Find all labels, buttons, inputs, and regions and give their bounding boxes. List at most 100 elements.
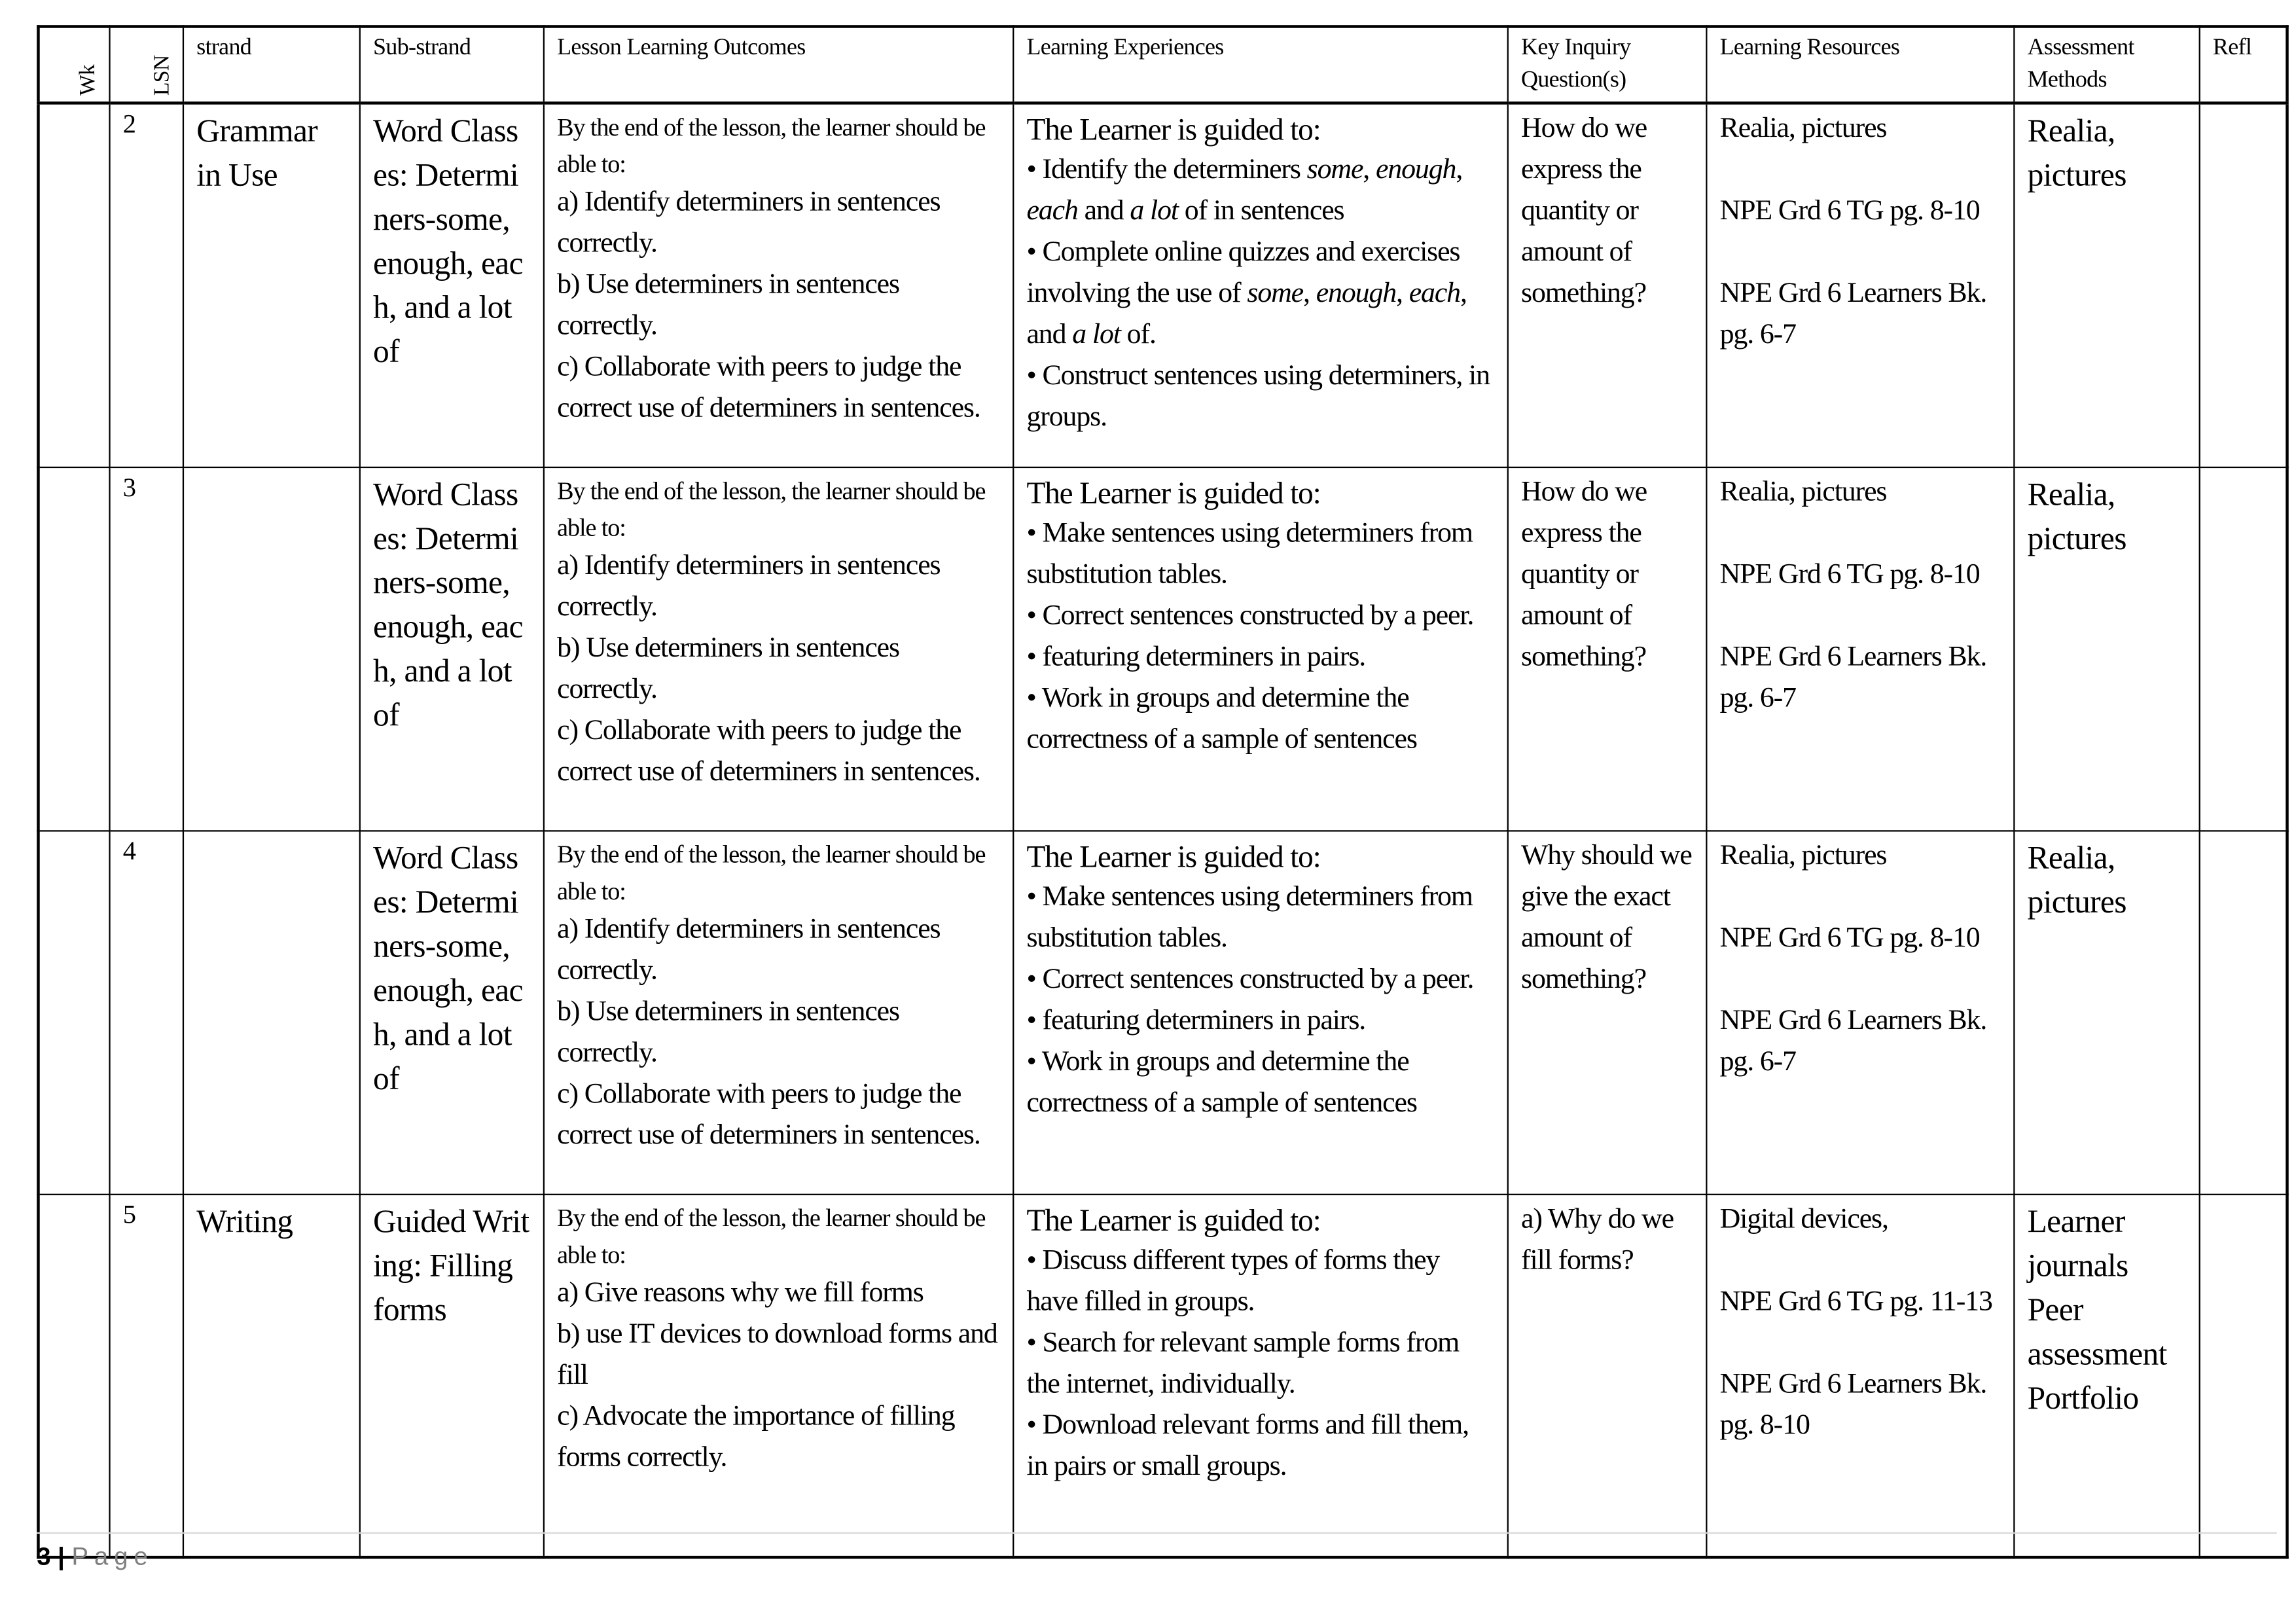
outcome-item: a) Identify determiners in sentences cor… xyxy=(557,549,941,623)
table-row: 5 Writing Guided Writing: Filling forms By … xyxy=(37,1193,2288,1559)
outcome-item: c) Advocate the importance of filling fo… xyxy=(557,1400,956,1473)
table-row: 3 Word Classes: Determiners-some, enough,… xyxy=(37,465,2288,831)
scheme-of-work-table: Wk LSN strand Sub-strand Lesson Learning… xyxy=(37,25,2289,1559)
experience-item: • Work in groups and determine the corre… xyxy=(1026,682,1417,755)
inquiry-cell: a) Why do we fill forms? xyxy=(1506,1193,1707,1559)
footer-separator: | xyxy=(58,1542,65,1571)
resources-cell: Digital devices, NPE Grd 6 TG pg. 11-13 NP… xyxy=(1705,1193,2015,1559)
outcomes-cell: By the end of the lesson, the learner sh… xyxy=(542,465,1014,831)
inquiry-cell: How do we express the quantity or amount… xyxy=(1506,102,1707,467)
inquiry-cell: How do we express the quantity or amount… xyxy=(1506,465,1707,831)
reflection-cell xyxy=(2198,102,2288,467)
substrand-cell: Word Classes: Determiners-some, enough, … xyxy=(358,829,544,1195)
reflection-cell xyxy=(2198,829,2288,1195)
outcome-item: a) Identify determiners in sentences cor… xyxy=(557,187,941,259)
reflection-cell xyxy=(2198,1193,2288,1559)
outcomes-intro: By the end of the lesson, the learner sh… xyxy=(557,476,986,541)
lsn-cell: 2 xyxy=(108,102,183,467)
substrand-cell: Guided Writing: Filling forms xyxy=(358,1193,544,1559)
substrand-cell: Word Classes: Determiners-some, enough, … xyxy=(358,102,544,467)
resource-item: Realia, pictures xyxy=(1719,839,1888,871)
header-lsn: LSN xyxy=(109,26,183,103)
outcomes-cell: By the end of the lesson, the learner sh… xyxy=(542,829,1014,1195)
wk-cell xyxy=(37,465,110,831)
header-outcomes: Lesson Learning Outcomes xyxy=(542,26,1014,105)
lsn-cell: 5 xyxy=(108,1193,183,1559)
assessment-cell: Realia, pictures xyxy=(2013,465,2200,831)
experience-item: • Construct sentences using determiners,… xyxy=(1026,360,1490,433)
experiences-cell: The Learner is guided to: • Make sentence… xyxy=(1011,465,1508,831)
experience-item: • Download relevant forms and fill them,… xyxy=(1026,1409,1469,1482)
strand-cell: Writing xyxy=(181,1193,360,1559)
experiences-intro: The Learner is guided to: xyxy=(1026,838,1321,874)
resources-cell: Realia, pictures NPE Grd 6 TG pg. 8-10 NPE… xyxy=(1705,102,2015,467)
experience-item: • Correct sentences constructed by a pee… xyxy=(1026,963,1474,994)
experience-item: • Correct sentences constructed by a pee… xyxy=(1026,600,1474,631)
outcomes-intro: By the end of the lesson, the learner sh… xyxy=(557,113,986,179)
header-row: Wk LSN strand Sub-strand Lesson Learning… xyxy=(38,26,2288,105)
wk-cell xyxy=(37,829,110,1195)
table-row: 4 Word Classes: Determiners-some, enough,… xyxy=(37,829,2288,1195)
outcome-item: b) Use determiners in sentences correctl… xyxy=(557,996,900,1068)
outcomes-intro: By the end of the lesson, the learner sh… xyxy=(557,1203,986,1269)
resource-item: Realia, pictures xyxy=(1719,476,1888,507)
header-strand: strand xyxy=(181,26,360,105)
assessment-cell: Realia, pictures xyxy=(2013,102,2200,467)
outcome-item: b) Use determiners in sentences correctl… xyxy=(557,269,900,342)
experience-item: • Work in groups and determine the corre… xyxy=(1026,1045,1417,1118)
experience-item: • Make sentences using determiners from … xyxy=(1026,517,1473,590)
wk-cell xyxy=(37,102,110,467)
lsn-cell: 3 xyxy=(108,465,183,831)
outcomes-intro: By the end of the lesson, the learner sh… xyxy=(557,839,986,905)
experiences-intro: The Learner is guided to: xyxy=(1026,111,1321,147)
experience-item: • featuring determiners in pairs. xyxy=(1026,1004,1366,1036)
resource-item: NPE Grd 6 TG pg. 8-10 xyxy=(1719,558,1981,590)
resource-item: NPE Grd 6 Learners Bk. pg. 6-7 xyxy=(1719,278,1988,351)
outcomes-cell: By the end of the lesson, the learner sh… xyxy=(542,1193,1014,1559)
assessment-cell: Realia, pictures xyxy=(2013,829,2200,1195)
inquiry-cell: Why should we give the exact amount of s… xyxy=(1506,829,1707,1195)
lsn-cell: 4 xyxy=(108,829,183,1195)
outcome-item: a) Give reasons why we fill forms xyxy=(557,1276,924,1308)
resource-item: NPE Grd 6 Learners Bk. pg. 6-7 xyxy=(1719,1004,1988,1077)
outcome-item: b) Use determiners in sentences correctl… xyxy=(557,632,900,705)
header-experiences: Learning Experiences xyxy=(1011,26,1508,105)
header-resources: Learning Resources xyxy=(1705,26,2015,105)
experiences-cell: The Learner is guided to: • Identify the … xyxy=(1011,102,1508,467)
resource-item: NPE Grd 6 TG pg. 11-13 xyxy=(1719,1286,1993,1317)
experience-item: • Complete online quizzes and exercises … xyxy=(1026,237,1467,351)
resource-item: NPE Grd 6 TG pg. 8-10 xyxy=(1719,196,1981,227)
resources-cell: Realia, pictures NPE Grd 6 TG pg. 8-10 NPE… xyxy=(1705,465,2015,831)
header-assessment: Assessment Methods xyxy=(2013,26,2200,105)
header-wk: Wk xyxy=(38,26,109,103)
outcome-item: a) Identify determiners in sentences cor… xyxy=(557,913,941,986)
resource-item: Realia, pictures xyxy=(1719,113,1888,145)
experience-item: • Search for relevant sample forms from … xyxy=(1026,1327,1460,1399)
strand-cell xyxy=(181,829,360,1195)
resource-item: Digital devices, xyxy=(1719,1203,1889,1235)
assessment-cell: Learner journals Peer assessment Portfol… xyxy=(2013,1193,2200,1559)
experiences-cell: The Learner is guided to: • Make sentence… xyxy=(1011,829,1508,1195)
resource-item: NPE Grd 6 Learners Bk. pg. 6-7 xyxy=(1719,641,1988,713)
reflection-cell xyxy=(2198,465,2288,831)
experiences-intro: The Learner is guided to: xyxy=(1026,475,1321,511)
outcome-item: c) Collaborate with peers to judge the c… xyxy=(557,352,981,424)
page-number: 3 xyxy=(37,1542,51,1571)
outcome-item: c) Collaborate with peers to judge the c… xyxy=(557,714,981,787)
strand-cell: Grammar in Use xyxy=(181,102,360,467)
strand-cell xyxy=(181,465,360,831)
experience-item: • Make sentences using determiners from … xyxy=(1026,880,1473,954)
wk-cell xyxy=(37,1193,110,1559)
substrand-cell: Word Classes: Determiners-some, enough, … xyxy=(358,465,544,831)
resource-item: NPE Grd 6 Learners Bk. pg. 8-10 xyxy=(1719,1368,1988,1441)
experience-item: • Discuss different types of forms they … xyxy=(1026,1244,1440,1317)
outcome-item: c) Collaborate with peers to judge the c… xyxy=(557,1078,981,1151)
experiences-cell: The Learner is guided to: • Discuss diffe… xyxy=(1011,1193,1508,1559)
outcomes-cell: By the end of the lesson, the learner sh… xyxy=(542,102,1014,467)
resource-item: NPE Grd 6 TG pg. 8-10 xyxy=(1719,922,1981,954)
page-footer: 3 | Page xyxy=(37,1532,2277,1572)
table-row: 2 Grammar in Use Word Classes: Determiners… xyxy=(37,102,2288,467)
experiences-intro: The Learner is guided to: xyxy=(1026,1202,1321,1238)
header-reflection: Refl xyxy=(2198,26,2288,105)
